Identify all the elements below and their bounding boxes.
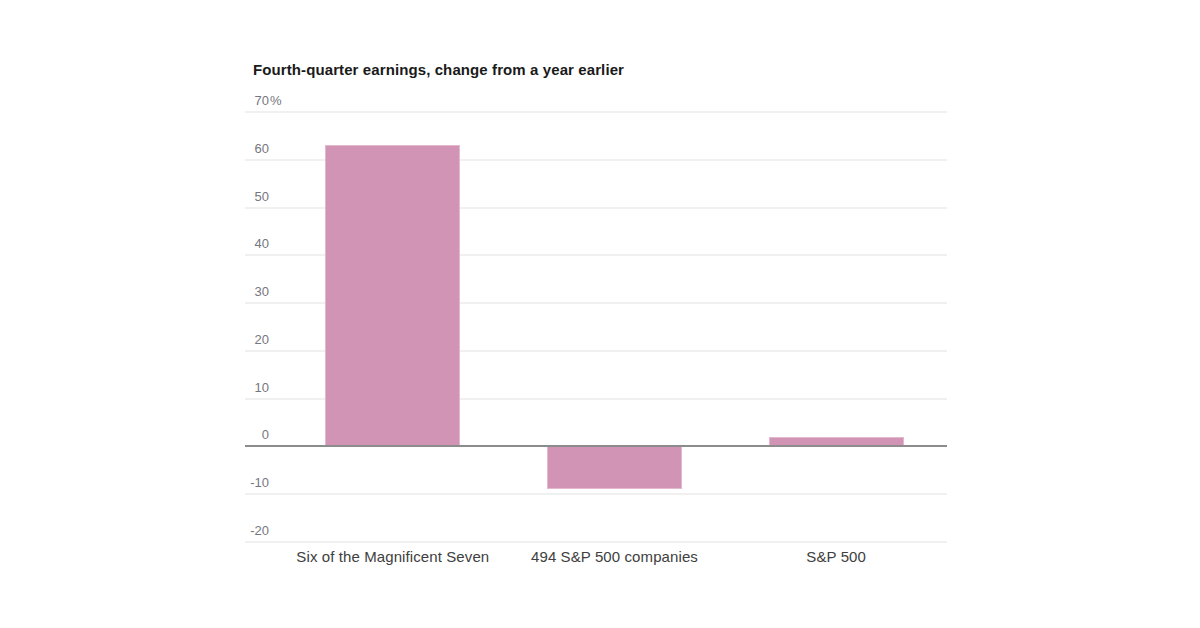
zero-baseline <box>245 445 947 447</box>
y-tick-label: 10 <box>245 380 269 396</box>
y-gridline <box>245 541 947 543</box>
y-tick-label: 30 <box>245 284 269 300</box>
y-tick-label: 40 <box>245 236 269 252</box>
y-tick-label: 50 <box>245 189 269 205</box>
category-label-0: Six of the Magnificent Seven <box>282 548 504 565</box>
y-tick-unit-suffix: % <box>270 93 282 109</box>
bar-0 <box>325 145 460 446</box>
chart-canvas: Fourth-quarter earnings, change from a y… <box>0 0 1200 628</box>
y-tick-label: 70 <box>245 93 269 109</box>
y-tick-label: 0 <box>245 427 269 443</box>
category-label-1: 494 S&P 500 companies <box>504 548 726 565</box>
y-tick-label: 20 <box>245 332 269 348</box>
y-gridline <box>245 111 947 113</box>
category-label-2: S&P 500 <box>725 548 947 565</box>
chart-title: Fourth-quarter earnings, change from a y… <box>253 61 624 78</box>
y-gridline <box>245 493 947 495</box>
y-tick-label: 60 <box>245 141 269 157</box>
y-tick-label: -10 <box>245 475 269 491</box>
bar-1 <box>547 446 682 489</box>
y-tick-label: -20 <box>245 523 269 539</box>
